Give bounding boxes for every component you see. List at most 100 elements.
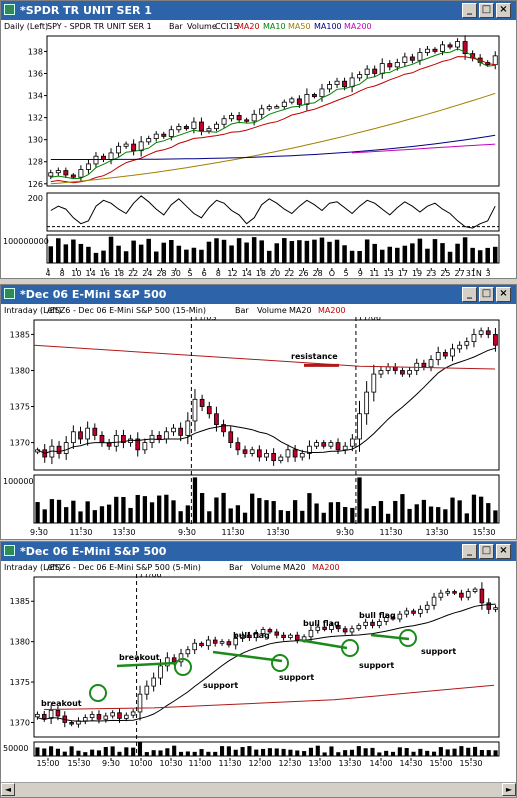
time-tick-label: 13:00 xyxy=(308,759,331,768)
candle xyxy=(335,442,341,451)
volume-bar xyxy=(63,244,69,263)
legend-item: Bar xyxy=(169,22,183,31)
volume-bar xyxy=(486,750,491,756)
candle xyxy=(151,677,156,687)
time-tick-label: 11:30 xyxy=(379,528,402,537)
candle xyxy=(417,52,423,61)
time-tick-label: 12:30 xyxy=(278,759,301,768)
volume-bar xyxy=(161,242,167,263)
candle xyxy=(472,588,478,592)
volume-bar xyxy=(336,752,341,756)
candle xyxy=(322,626,327,630)
volume-bar xyxy=(261,748,266,756)
candle xyxy=(192,642,197,651)
legend-item: MA20 xyxy=(283,563,306,572)
candle xyxy=(264,453,269,458)
volume-axis-label: 50000 xyxy=(3,744,28,753)
volume-bar xyxy=(385,513,391,523)
candle xyxy=(108,152,114,160)
candle xyxy=(307,445,312,454)
candle xyxy=(356,625,362,630)
time-tick-label: 14 xyxy=(85,269,95,278)
close-icon[interactable]: × xyxy=(496,287,511,302)
chart-legend: Daily (Left) SPY - SPDR TR UNIT SER 1 Bar V… xyxy=(1,20,516,33)
volume-bar xyxy=(364,239,370,263)
maximize-icon[interactable]: □ xyxy=(479,287,494,302)
candle xyxy=(493,607,498,610)
candle xyxy=(117,712,122,719)
candle xyxy=(153,133,159,139)
candle xyxy=(281,101,287,107)
candle xyxy=(219,641,225,644)
volume-bar xyxy=(478,496,484,523)
volume-bar xyxy=(235,505,241,523)
volume-bar xyxy=(281,748,286,756)
candle xyxy=(450,348,455,357)
candle xyxy=(383,617,389,622)
time-tick-label: 5 xyxy=(344,269,349,278)
volume-bar xyxy=(418,748,423,756)
scroll-right-icon[interactable]: ► xyxy=(502,783,516,796)
candle xyxy=(349,628,355,633)
candle xyxy=(256,449,262,458)
volume-bar xyxy=(157,495,162,523)
horizontal-scrollbar[interactable]: ◄ ► xyxy=(1,782,516,797)
time-tick-label: 9:30 xyxy=(178,528,196,537)
volume-bar xyxy=(274,243,280,263)
volume-bar xyxy=(233,749,238,756)
candle xyxy=(418,608,423,614)
candle xyxy=(304,94,310,105)
candle xyxy=(171,427,176,433)
legend-item: CCI15 xyxy=(215,22,239,31)
volume-bar xyxy=(90,749,95,756)
volume-bar xyxy=(221,239,227,263)
chart-canvas: 1370 1375 1380 1385 11/03 11/06 resistance 1000… xyxy=(3,317,500,537)
candle xyxy=(378,370,384,375)
price-tick-label: 1370 xyxy=(10,439,30,448)
volume-bar xyxy=(164,494,169,523)
volume-bar xyxy=(289,241,295,263)
window-titlebar[interactable]: *SPDR TR UNIT SER 1 _ □ × xyxy=(1,1,516,20)
candle xyxy=(146,138,152,143)
trend-line xyxy=(212,650,283,663)
candle xyxy=(89,713,95,719)
candle xyxy=(124,714,129,719)
volume-bar xyxy=(254,749,259,756)
legend-item: Bar xyxy=(235,306,249,315)
ma50-line xyxy=(50,92,496,185)
candle xyxy=(274,631,280,636)
candle xyxy=(70,431,76,443)
window-titlebar[interactable]: *Dec 06 E-Mini S&P 500 _ □ × xyxy=(1,542,516,561)
window-titlebar[interactable]: *Dec 06 E-Mini S&P 500 _ □ × xyxy=(1,285,516,304)
volume-bar xyxy=(191,247,197,263)
candle xyxy=(379,63,385,74)
volume-bar xyxy=(169,240,174,263)
volume-bar xyxy=(432,239,438,263)
volume-bar xyxy=(236,238,242,263)
legend-item: MA50 xyxy=(288,22,311,31)
candle xyxy=(377,621,382,626)
candle xyxy=(336,625,341,630)
minimize-icon[interactable]: _ xyxy=(462,544,477,559)
volume-bar xyxy=(397,747,402,756)
candle xyxy=(131,143,137,152)
volume-bar xyxy=(452,748,457,756)
candle xyxy=(161,133,167,137)
maximize-icon[interactable]: □ xyxy=(479,544,494,559)
volume-bar xyxy=(321,512,326,523)
volume-bar xyxy=(425,248,430,263)
volume-bar xyxy=(116,245,121,263)
volume-bar xyxy=(335,502,341,523)
candle xyxy=(424,604,430,610)
close-icon[interactable]: × xyxy=(496,3,511,18)
volume-bar xyxy=(172,745,177,756)
scroll-left-icon[interactable]: ◄ xyxy=(1,783,15,796)
candle xyxy=(288,634,293,639)
maximize-icon[interactable]: □ xyxy=(479,3,494,18)
close-icon[interactable]: × xyxy=(496,544,511,559)
candle xyxy=(249,449,255,454)
time-tick-label: 14:30 xyxy=(399,759,422,768)
minimize-icon[interactable]: _ xyxy=(462,287,477,302)
minimize-icon[interactable]: _ xyxy=(462,3,477,18)
volume-bar xyxy=(192,477,198,523)
